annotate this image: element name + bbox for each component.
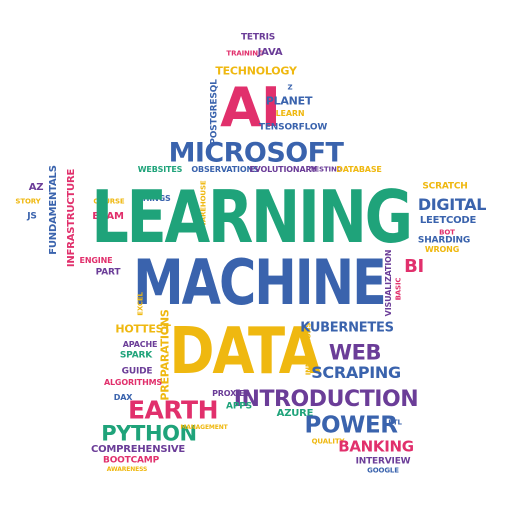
word-az: AZ — [28, 182, 44, 193]
word-proxies: PROXIES — [212, 389, 250, 398]
word-wrong: WRONG — [424, 245, 460, 254]
word-algorithms: ALGORITHMS — [103, 378, 163, 387]
word-excel: EXCEL — [136, 292, 145, 316]
word-web: WEB — [328, 340, 382, 365]
word-python: PYTHON — [101, 421, 197, 446]
word-apps: APPS — [226, 401, 252, 412]
word-azure: AZURE — [276, 408, 314, 419]
word-basic: BASIC — [394, 277, 403, 301]
word-sharding: SHARDING — [417, 235, 471, 246]
word-machine: MACHINE — [133, 246, 387, 319]
word-tetris: TETRIS — [240, 32, 276, 43]
word-postgresql: POSTGRESQL — [209, 79, 220, 145]
word-management: MANAGEMENT — [180, 424, 228, 431]
word-ai: AI — [220, 76, 281, 139]
word-digital: DIGITAL — [417, 195, 487, 214]
word-dax: DAX — [113, 393, 133, 402]
word-hottest: HOTTEST — [115, 322, 171, 336]
word-technology: TECHNOLOGY — [215, 64, 297, 78]
word-kubernetes: KUBERNETES — [300, 320, 394, 336]
word-java: JAVA — [257, 47, 283, 58]
word-z: Z — [287, 83, 293, 92]
word-things: THINGS — [137, 194, 171, 203]
word-power: POWER — [304, 412, 398, 439]
word-learning: LEARNING — [91, 175, 413, 259]
word-bi: BI — [404, 256, 424, 277]
word-leetcode: LEETCODE — [419, 215, 477, 226]
word-training: TRAINING — [226, 49, 264, 58]
word-part: PART — [95, 267, 121, 278]
word-introduction: INTRODUCTION — [233, 387, 419, 412]
word-database: DATABASE — [336, 165, 382, 174]
word-earth: EARTH — [127, 395, 219, 425]
word-bot: BOT — [439, 228, 455, 237]
word-google: GOOGLE — [367, 466, 399, 475]
word-course: COURSE — [93, 197, 125, 206]
word-microsoft: MICROSOFT — [168, 137, 344, 169]
word-awareness: AWARENESS — [106, 466, 148, 473]
word-testing: TESTING — [309, 165, 343, 174]
word-data: DATA — [169, 315, 320, 389]
word-exam: EXAM — [92, 211, 124, 222]
word-fundamentals: FUNDAMENTALS — [48, 165, 59, 255]
word-scraping: SCRAPING — [311, 363, 401, 382]
word-websites: WEBSITES — [137, 165, 183, 174]
word-engine: ENGINE — [79, 256, 113, 265]
word-quality: QUALITY — [311, 437, 345, 446]
word-apache: APACHE — [122, 340, 158, 349]
word-etl: ETL — [388, 418, 402, 427]
word-scratch: SCRATCH — [422, 181, 468, 192]
word-js: JS — [27, 211, 37, 222]
word-observations: OBSERVATIONS — [191, 165, 259, 174]
word-tensorflow: TENSORFLOW — [258, 122, 328, 133]
word-visualization: VISUALIZATION — [384, 249, 393, 317]
word-banking: BANKING — [338, 437, 414, 456]
word-interview: INTERVIEW — [355, 456, 411, 467]
word-evolutionary: EVOLUTIONARY — [249, 165, 317, 174]
word-planet: PLANET — [265, 94, 313, 108]
word-learn: LEARN — [275, 109, 305, 118]
word-bootcamp: BOOTCAMP — [103, 455, 159, 466]
word-comprehensive: COMPREHENSIVE — [90, 444, 186, 455]
word-guide: GUIDE — [121, 366, 153, 377]
word-spark: SPARK — [119, 350, 153, 361]
word-infrastructure: INFRASTRUCTURE — [66, 168, 77, 268]
word-story: STORY — [15, 197, 41, 206]
